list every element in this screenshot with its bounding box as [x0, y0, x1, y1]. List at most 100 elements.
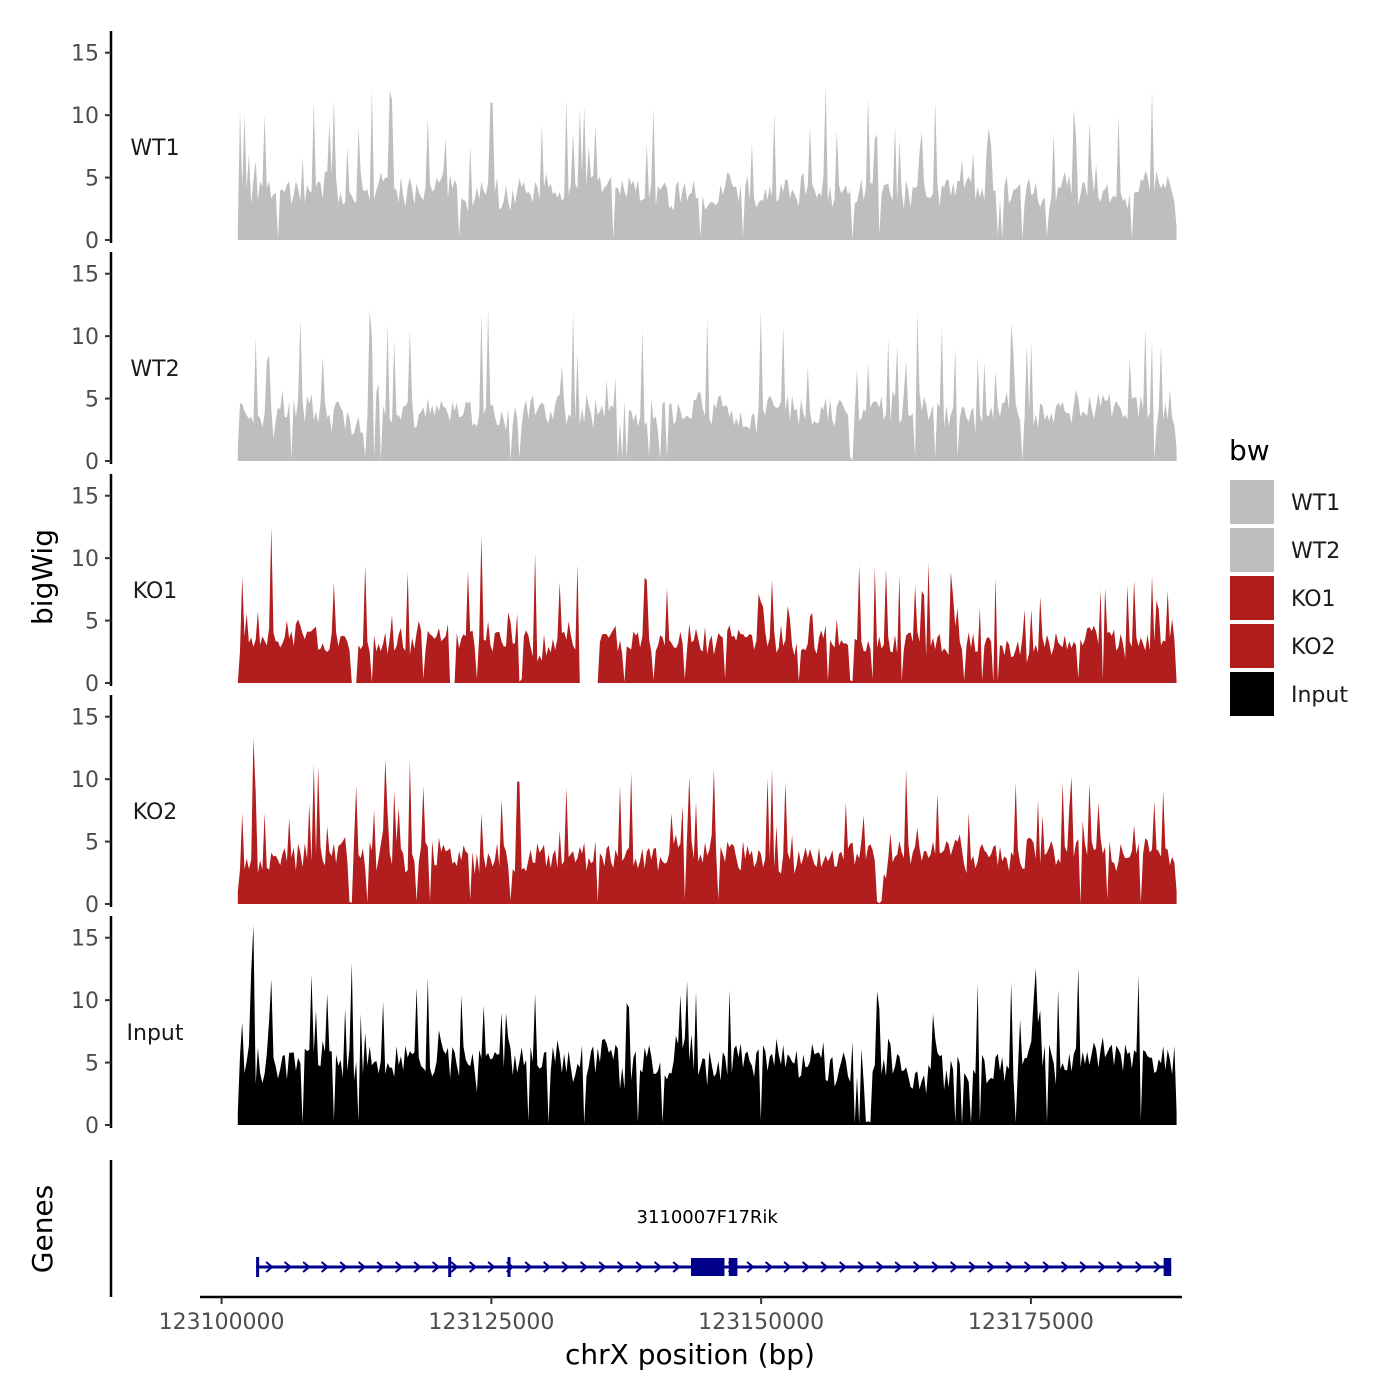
y-tick-label: 5: [85, 1052, 99, 1077]
track-panel-ko1: 0 5 10 15 KO1: [71, 474, 1177, 697]
gene-name-label: 3110007F17Rik: [637, 1207, 779, 1228]
strand-arrow: [635, 1261, 644, 1273]
strand-arrow: [302, 1261, 311, 1273]
strand-arrow: [1116, 1261, 1125, 1273]
legend-label: KO1: [1291, 587, 1336, 612]
legend-swatch: [1230, 672, 1274, 716]
gene-exon: [448, 1257, 452, 1277]
track-label-wt1: WT1: [130, 136, 179, 161]
strand-arrow: [1097, 1261, 1107, 1273]
signal-tracks: 0 5 10 15 WT1 0 5 10 15 WT2 0 5 10 15 KO1 0 5 10 15 KO2 0 5 10…: [71, 31, 1177, 1139]
strand-arrow: [579, 1261, 589, 1273]
signal-area-wt2: [237, 309, 1177, 461]
y-tick-label: 10: [71, 768, 99, 793]
signal-area-input: [237, 925, 1177, 1125]
legend-label: Input: [1291, 683, 1348, 708]
strand-arrow: [616, 1261, 626, 1273]
legend-item-wt1: WT1: [1230, 480, 1340, 524]
legend-items: WT1 WT2 KO1 KO2 Input: [1230, 480, 1348, 716]
strand-arrow: [283, 1261, 293, 1273]
strand-arrow: [1023, 1261, 1033, 1273]
x-axis-title: chrX position (bp): [565, 1338, 815, 1371]
strand-arrow: [1134, 1261, 1144, 1273]
strand-arrow: [783, 1261, 792, 1273]
y-tick-label: 10: [71, 325, 99, 350]
strand-arrow: [339, 1261, 348, 1273]
track-panel-ko2: 0 5 10 15 KO2: [71, 695, 1177, 918]
y-tick-label: 10: [71, 547, 99, 572]
y-tick-label: 0: [85, 672, 99, 697]
strand-arrow: [672, 1261, 681, 1273]
strand-arrow: [357, 1261, 367, 1273]
gene-exon: [1163, 1258, 1172, 1276]
signal-area-ko1: [237, 526, 1177, 683]
strand-arrow: [931, 1261, 940, 1273]
legend-item-input: Input: [1230, 672, 1348, 716]
y-tick-label: 0: [85, 893, 99, 918]
y-tick-label: 15: [71, 485, 99, 510]
strand-arrow: [431, 1261, 441, 1273]
x-axis-ticks: 123100000 123125000 123150000 123175000: [159, 1297, 1094, 1335]
track-panel-input: 0 5 10 15 Input: [71, 916, 1177, 1139]
x-axis: 123100000 123125000 123150000 123175000 chr…: [159, 1295, 1182, 1371]
track-panel-wt2: 0 5 10 15 WT2: [71, 252, 1177, 475]
track-panel-wt1: 0 5 10 15 WT1: [71, 31, 1177, 254]
y-tick-label: 5: [85, 831, 99, 856]
strand-arrow: [1153, 1261, 1162, 1273]
gene-exon: [256, 1257, 260, 1277]
y-tick-label: 15: [71, 706, 99, 731]
x-tick-label: 123175000: [968, 1310, 1094, 1335]
legend-swatch: [1230, 528, 1274, 572]
strand-arrow: [487, 1261, 496, 1273]
legend-title: bw: [1229, 434, 1270, 467]
legend-item-wt2: WT2: [1230, 528, 1340, 572]
legend-swatch: [1230, 624, 1274, 668]
y-tick-label: 15: [71, 42, 99, 67]
strand-arrow: [838, 1261, 848, 1273]
gene-model: [256, 1257, 1172, 1277]
strand-arrow: [468, 1261, 478, 1273]
gene-exon: [507, 1257, 511, 1277]
strand-arrow: [912, 1261, 922, 1273]
strand-arrow: [801, 1261, 811, 1273]
y-tick-label: 15: [71, 263, 99, 288]
signal-area-ko2: [237, 738, 1177, 904]
strand-arrow: [1042, 1261, 1051, 1273]
legend: bw WT1 WT2 KO1 KO2 Input: [1229, 434, 1348, 716]
legend-swatch: [1230, 480, 1274, 524]
strand-arrow: [450, 1261, 459, 1273]
track-label-wt2: WT2: [130, 357, 179, 382]
signal-area-wt1: [237, 85, 1177, 240]
y-tick-label: 0: [85, 1114, 99, 1139]
strand-arrow: [986, 1261, 996, 1273]
strand-arrow: [413, 1261, 422, 1273]
y-tick-label: 5: [85, 610, 99, 635]
strand-arrow: [542, 1261, 552, 1273]
y-axis-title: bigWig: [26, 529, 59, 625]
legend-label: WT2: [1291, 539, 1340, 564]
strand-arrow: [875, 1261, 885, 1273]
strand-arrow: [265, 1261, 274, 1273]
gene-exon: [728, 1258, 738, 1276]
track-label-ko2: KO2: [133, 800, 178, 825]
strand-arrow: [376, 1261, 385, 1273]
strand-arrow: [1005, 1261, 1014, 1273]
track-label-input: Input: [127, 1021, 184, 1046]
legend-label: KO2: [1291, 635, 1336, 660]
strand-arrow: [1079, 1261, 1088, 1273]
y-tick-label: 5: [85, 388, 99, 413]
strand-arrow: [320, 1261, 330, 1273]
strand-arrow: [561, 1261, 570, 1273]
gene-panel: Genes 3110007F17Rik: [26, 1160, 1172, 1297]
strand-arrow: [746, 1261, 755, 1273]
strand-arrow: [394, 1261, 404, 1273]
strand-arrow: [764, 1261, 774, 1273]
strand-arrow: [598, 1261, 607, 1273]
genes-axis-title: Genes: [26, 1185, 59, 1273]
legend-swatch: [1230, 576, 1274, 620]
strand-arrow: [820, 1261, 829, 1273]
strand-arrow: [1060, 1261, 1070, 1273]
strand-arrow: [524, 1261, 533, 1273]
y-tick-label: 15: [71, 927, 99, 952]
